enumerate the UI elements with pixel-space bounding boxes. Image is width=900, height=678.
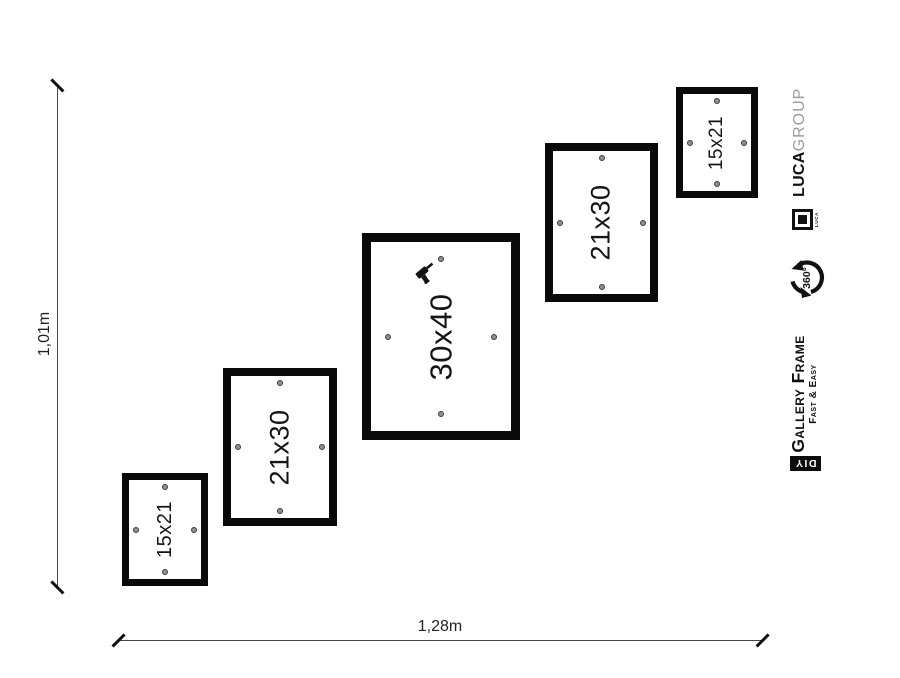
hanging-point-dot	[557, 219, 563, 226]
hanging-point-dot	[687, 139, 693, 146]
hanging-point-dot	[598, 284, 605, 290]
hanging-point-dot	[162, 484, 168, 490]
company-name: LUCAGROUP	[791, 88, 809, 197]
hanging-point-dot	[438, 411, 444, 417]
frame-size-label: 15x21	[153, 501, 176, 558]
hanging-point-dot	[133, 526, 139, 533]
company-name-bold: LUCA	[791, 151, 808, 197]
diy-badge: DIY	[790, 456, 821, 471]
hanging-point-dot	[640, 219, 646, 226]
horizontal-dimension-line	[118, 640, 762, 642]
picture-frame: 15x21	[122, 473, 208, 586]
product-title-block: Gallery Frame Fast & Easy	[788, 333, 820, 455]
hanging-point-dot	[319, 444, 325, 450]
circular-arrows-icon	[790, 260, 824, 298]
hanging-point-dot	[191, 526, 197, 533]
frame-size-label: 15x21	[706, 115, 727, 170]
drill-icon	[415, 262, 434, 284]
luca-logo: LUCA	[792, 204, 819, 230]
hanging-point-dot	[277, 508, 283, 514]
vertical-dimension-line	[57, 85, 59, 588]
diy-badge-label: DIY	[794, 457, 817, 470]
product-subtitle: Fast & Easy	[808, 364, 820, 424]
hanging-point-dot	[491, 333, 497, 340]
frame-size-label: 21x30	[264, 408, 295, 486]
rotation-360-label: 360°	[801, 266, 813, 289]
hanging-point-dot	[235, 444, 241, 450]
hanging-point-dot	[162, 569, 168, 575]
luca-logo-text: LUCA	[814, 212, 819, 227]
luca-logo-icon	[792, 209, 813, 230]
hanging-point-dot	[438, 256, 444, 262]
hanging-point-dot	[277, 380, 283, 386]
hanging-point-dot	[714, 98, 720, 104]
rotation-360-icon: 360°	[786, 254, 828, 301]
hanging-point-dot	[385, 333, 391, 340]
frame-size-label: 21x30	[585, 184, 616, 261]
hanging-point-dot	[741, 139, 747, 146]
picture-frame: 21x30	[545, 143, 658, 302]
luca-logo-fill	[798, 215, 807, 224]
company-name-light: GROUP	[791, 87, 808, 152]
hanging-point-dot	[598, 155, 605, 161]
product-title: Gallery Frame	[788, 335, 808, 453]
vertical-dimension-label: 1,01m	[36, 311, 53, 357]
horizontal-dimension-label: 1,28m	[417, 618, 463, 635]
hanging-point-dot	[714, 181, 720, 187]
frame-size-label: 30x40	[423, 293, 458, 380]
picture-frame: 15x21	[676, 87, 758, 198]
picture-frame: 30x40	[362, 233, 520, 440]
picture-frame: 21x30	[223, 368, 337, 526]
